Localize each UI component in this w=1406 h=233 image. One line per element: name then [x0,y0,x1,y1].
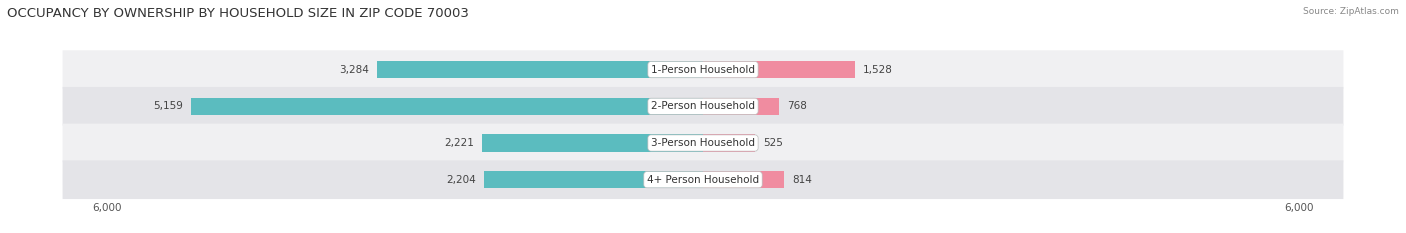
Bar [484,171,703,188]
Text: 2,204: 2,204 [447,175,477,185]
Text: 3,284: 3,284 [339,65,368,75]
Text: 5,159: 5,159 [153,101,183,111]
Bar [703,134,755,151]
Text: 814: 814 [792,175,811,185]
Bar [703,61,855,78]
FancyBboxPatch shape [62,50,1344,89]
Bar [703,171,783,188]
Text: 2-Person Household: 2-Person Household [651,101,755,111]
Text: OCCUPANCY BY OWNERSHIP BY HOUSEHOLD SIZE IN ZIP CODE 70003: OCCUPANCY BY OWNERSHIP BY HOUSEHOLD SIZE… [7,7,470,20]
Text: 3-Person Household: 3-Person Household [651,138,755,148]
Text: 2,221: 2,221 [444,138,475,148]
Text: 1,528: 1,528 [863,65,893,75]
Bar [703,98,779,115]
Text: Source: ZipAtlas.com: Source: ZipAtlas.com [1303,7,1399,16]
FancyBboxPatch shape [62,160,1344,199]
Text: 768: 768 [787,101,807,111]
Text: 1-Person Household: 1-Person Household [651,65,755,75]
Text: 525: 525 [763,138,783,148]
Bar [191,98,703,115]
Bar [377,61,703,78]
Bar [482,134,703,151]
Text: 4+ Person Household: 4+ Person Household [647,175,759,185]
FancyBboxPatch shape [62,87,1344,126]
FancyBboxPatch shape [62,124,1344,162]
